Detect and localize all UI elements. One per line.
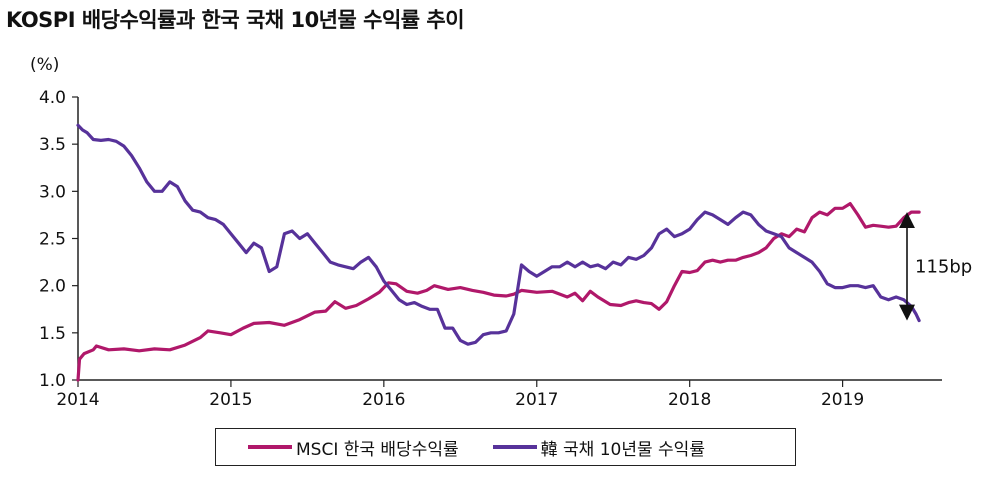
x-tick-label: 2019 (821, 390, 864, 410)
series-line-dividend-yield (76, 202, 921, 382)
x-tick-label: 2017 (515, 390, 558, 410)
legend-swatch-dividend-yield (248, 445, 292, 449)
legend-item-dividend-yield: MSCI 한국 배당수익률 (248, 435, 459, 460)
y-tick-label: 1.5 (39, 324, 66, 344)
x-tick-label: 2018 (668, 390, 711, 410)
x-tick-label: 2016 (362, 390, 405, 410)
legend-label-dividend-yield: MSCI 한국 배당수익률 (296, 439, 459, 460)
x-tick-label: 2015 (209, 390, 252, 410)
legend-swatch-bond-yield (492, 445, 537, 449)
legend-item-bond-yield: 韓 국채 10년물 수익률 (492, 435, 705, 460)
x-tick-label: 2014 (56, 390, 99, 410)
y-tick-label: 4.0 (39, 88, 66, 108)
y-axis-unit-label: (%) (30, 55, 59, 75)
y-tick-label: 2.0 (39, 277, 66, 297)
y-tick-label: 3.5 (39, 135, 66, 155)
y-tick-label: 2.5 (39, 230, 66, 250)
y-tick-label: 1.0 (39, 371, 66, 391)
legend-label-bond-yield: 韓 국채 10년물 수익률 (540, 439, 705, 460)
series-line-bond-yield (76, 123, 921, 346)
spread-annotation-label: 115bp (915, 256, 972, 277)
chart-title: KOSPI 배당수익률과 한국 국채 10년물 수익률 추이 (6, 8, 465, 32)
chart-legend: MSCI 한국 배당수익률 韓 국채 10년물 수익률 (215, 428, 796, 466)
y-tick-label: 3.0 (39, 182, 66, 202)
